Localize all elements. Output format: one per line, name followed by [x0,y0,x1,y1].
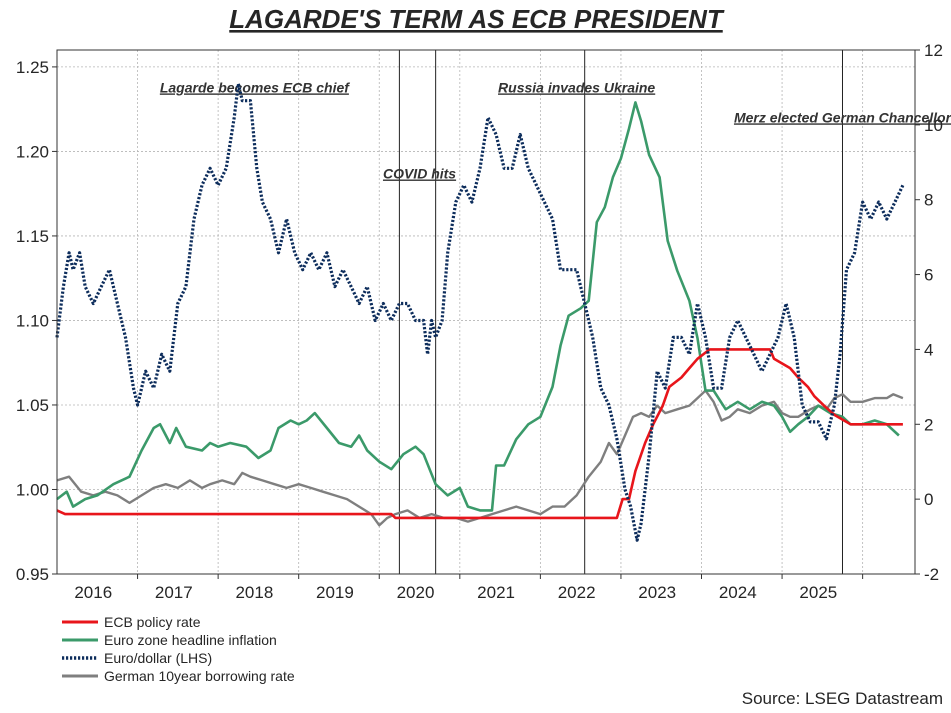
x-tick-label: 2016 [74,583,112,602]
plot-frame [56,49,916,575]
series-line-3 [56,389,904,527]
left-tick-label: 1.25 [16,58,49,77]
left-tick-label: 1.05 [16,396,49,415]
left-tick-label: 1.15 [16,227,49,246]
series-line-1 [56,101,900,512]
x-tick-label: 2019 [316,583,354,602]
series-line-0 [56,348,903,520]
x-tick-label: 2025 [799,583,837,602]
x-tick-label: 2022 [558,583,596,602]
legend-label: German 10year borrowing rate [104,668,295,684]
legend-label: Euro/dollar (LHS) [104,650,212,666]
right-tick-label: 10 [924,116,943,135]
right-tick-label: 0 [924,490,933,509]
x-tick-label: 2021 [477,583,515,602]
source-note: Source: LSEG Datastream [742,689,943,708]
x-tick-label: 2024 [719,583,757,602]
left-tick-label: 1.10 [16,311,49,330]
left-tick-label: 1.20 [16,142,49,161]
right-tick-label: -2 [924,565,939,584]
legend: ECB policy rate Euro zone headline inflat… [62,614,295,684]
left-tick-label: 0.95 [16,565,49,584]
axes: 0.95 1.00 1.05 1.10 1.15 1.20 1.25 -2 0 2 4 6 8 10 12 2… [16,41,943,602]
event-label: Merz elected German Chancellor [734,109,951,125]
event-label: Lagarde becomes ECB chief [160,79,350,95]
event-label: COVID hits [383,166,456,182]
series-line-2 [55,82,905,542]
right-tick-label: 2 [924,415,933,434]
right-tick-label: 6 [924,266,933,285]
right-tick-label: 4 [924,340,933,359]
right-tick-label: 12 [924,41,943,60]
x-tick-label: 2020 [397,583,435,602]
x-tick-label: 2017 [155,583,193,602]
left-tick-label: 1.00 [16,480,49,499]
chart-title: LAGARDE'S TERM AS ECB PRESIDENT [229,4,725,34]
series-lines [55,82,905,542]
event-label: Russia invades Ukraine [498,79,655,95]
x-tick-label: 2018 [235,583,273,602]
legend-label: Euro zone headline inflation [104,632,277,648]
legend-label: ECB policy rate [104,614,201,630]
event-markers: Lagarde becomes ECB chief COVID hits Russi… [160,50,951,574]
x-tick-label: 2023 [638,583,676,602]
right-tick-label: 8 [924,191,933,210]
